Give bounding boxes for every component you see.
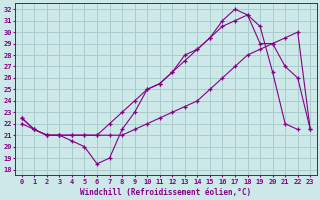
X-axis label: Windchill (Refroidissement éolien,°C): Windchill (Refroidissement éolien,°C) [80, 188, 252, 197]
